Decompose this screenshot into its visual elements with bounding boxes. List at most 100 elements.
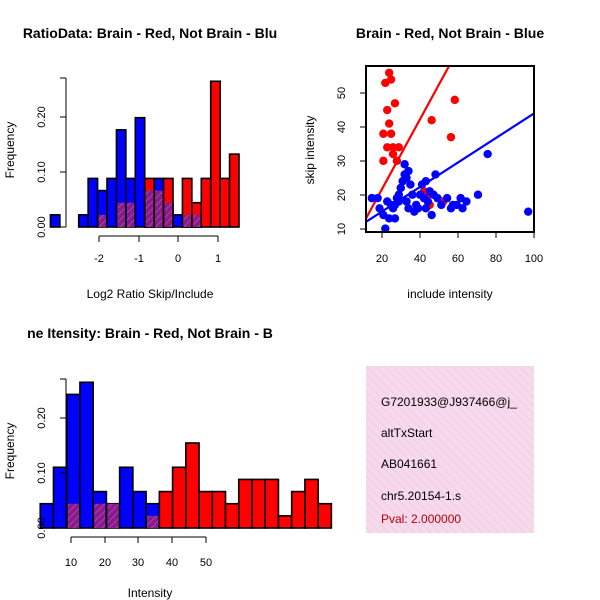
scatter-ylabel: skip intensity — [303, 116, 317, 185]
info-pval: Pval: 2.000000 — [381, 512, 461, 526]
scatter-point-not-brain-27 — [423, 197, 432, 206]
scatter-point-not-brain-42 — [524, 207, 533, 216]
scatter-ytick-4: 50 — [336, 87, 348, 99]
scatter-point-brain-15 — [427, 116, 436, 125]
ratio-bar-brain-6 — [219, 177, 231, 228]
intensity-scatter: Brain - Red, Not Brain - Blue include in… — [303, 25, 544, 301]
intensity-bar-brain-1 — [171, 466, 187, 529]
ratio-xtick-0: -2 — [94, 253, 104, 265]
intensity-ylabel: Frequency — [3, 423, 17, 480]
scatter-point-not-brain-47 — [421, 176, 431, 186]
scatter-point-brain-22 — [379, 156, 388, 166]
scatter-fit-brain — [366, 66, 451, 219]
scatter-xtick-2: 60 — [452, 253, 464, 265]
scatter-frame — [365, 65, 535, 233]
scatter-xtick-1: 40 — [414, 253, 426, 265]
scatter-x-axis: 20 40 60 80 100 — [376, 232, 543, 265]
ratio-bar-overlap-2 — [126, 202, 135, 227]
scatter-point-not-brain-48 — [452, 200, 461, 210]
ratio-bar-overlap-7 — [192, 214, 201, 227]
intensity-y-axis: 0.00 0.10 0.20 — [36, 378, 67, 539]
scatter-point-brain-5 — [386, 75, 396, 84]
scatter-xtick-3: 80 — [490, 253, 502, 265]
scatter-point-not-brain-41 — [483, 149, 492, 159]
ratio-ytick-0: 0.00 — [36, 216, 48, 237]
intensity-bar-brain-0 — [158, 490, 174, 529]
info-event-id: G7201933@J937466@j_ — [381, 395, 517, 409]
intensity-xtick-3: 40 — [166, 557, 178, 569]
intensity-bar-brain-9 — [277, 515, 293, 529]
intensity-xlabel: Intensity — [128, 586, 173, 600]
info-event-type: altTxStart — [381, 426, 433, 440]
info-background — [366, 366, 534, 533]
scatter-point-brain-11 — [392, 156, 402, 166]
scatter-point-not-brain-44 — [390, 200, 400, 210]
scatter-ytick-2: 30 — [336, 155, 348, 167]
scatter-point-not-brain-17 — [404, 166, 413, 176]
scatter-point-brain-12 — [394, 143, 404, 152]
intensity-ytick-1: 0.10 — [36, 462, 48, 483]
ratio-xtick-2: 0 — [175, 253, 181, 265]
scatter-y-axis: 10 20 30 40 50 — [336, 87, 366, 235]
intensity-xtick-4: 50 — [200, 557, 212, 569]
scatter-point-brain-8 — [390, 99, 400, 108]
intensity-bar-brain-8 — [264, 478, 280, 529]
ratio-bar-not-brain-1 — [77, 214, 89, 228]
intensity-bar-overlap-0 — [67, 503, 79, 528]
scatter-point-not-brain-19 — [406, 180, 415, 189]
scatter-point-brain-3 — [384, 119, 394, 128]
intensity-bar-brain-12 — [317, 502, 333, 529]
scatter-point-not-brain-31 — [431, 170, 440, 179]
intensity-bar-brain-5 — [224, 502, 240, 529]
scatter-point-not-brain-20 — [408, 190, 417, 199]
ratio-ytick-1: 0.10 — [36, 161, 48, 182]
scatter-point-not-brain-34 — [442, 193, 452, 203]
scatter-point-brain-17 — [450, 95, 460, 105]
ratio-bar-brain-7 — [228, 153, 240, 228]
ratio-bar-overlap-3 — [145, 190, 154, 227]
scatter-point-not-brain-26 — [421, 204, 431, 213]
scatter-point-not-brain-43 — [394, 190, 404, 199]
scatter-point-not-brain-9 — [390, 214, 400, 223]
intensity-bar-overlap-2 — [107, 503, 119, 528]
intensity-title: ne Itensity: Brain - Red, Not Brain - B — [27, 325, 273, 341]
scatter-point-not-brain-15 — [402, 173, 411, 182]
ratio-bar-overlap-5 — [164, 202, 172, 227]
intensity-bar-not-brain-3 — [79, 381, 94, 529]
ratio-bar-overlap-1 — [117, 202, 125, 227]
scatter-point-not-brain-40 — [473, 190, 483, 199]
intensity-bar-brain-11 — [304, 478, 319, 529]
intensity-bar-brain-6 — [237, 478, 253, 529]
scatter-point-not-brain-6 — [384, 214, 394, 223]
intensity-xtick-0: 10 — [65, 557, 77, 569]
ratio-bar-brain-4 — [200, 177, 212, 228]
scatter-point-brain-0 — [379, 129, 388, 138]
scatter-point-not-brain-2 — [375, 204, 384, 213]
ratio-y-axis: 0.00 0.10 0.20 — [36, 77, 67, 238]
scatter-point-brain-4 — [384, 68, 394, 77]
ratio-bar-not-brain-2 — [87, 177, 99, 228]
intensity-bar-not-brain-6 — [118, 466, 134, 529]
scatter-point-not-brain-1 — [373, 193, 382, 203]
intensity-bar-brain-10 — [290, 490, 306, 529]
info-panel: G7201933@J937466@j_ altTxStart AB041661 … — [366, 366, 534, 533]
ratio-x-axis: -2 -1 0 1 — [94, 235, 221, 265]
scatter-ytick-0: 10 — [336, 223, 348, 235]
scatter-point-not-brain-12 — [396, 183, 405, 193]
scatter-point-brain-10 — [388, 149, 398, 159]
intensity-histogram: ne Itensity: Brain - Red, Not Brain - B … — [3, 325, 333, 600]
scatter-point-brain-2 — [383, 105, 392, 115]
ratio-bar-brain-5 — [209, 80, 221, 228]
intensity-xtick-2: 30 — [132, 557, 144, 569]
intensity-xtick-1: 20 — [99, 557, 111, 569]
ratio-bars — [49, 80, 240, 228]
scatter-point-brain-7 — [388, 143, 398, 152]
ratio-bar-not-brain-4 — [106, 177, 118, 228]
ratio-ylabel: Frequency — [3, 122, 17, 179]
scatter-point-not-brain-45 — [402, 197, 411, 206]
intensity-bar-not-brain-7 — [132, 490, 147, 529]
intensity-bar-brain-3 — [198, 490, 214, 529]
scatter-point-not-brain-33 — [437, 200, 446, 210]
ratio-bar-not-brain-0 — [49, 214, 61, 228]
